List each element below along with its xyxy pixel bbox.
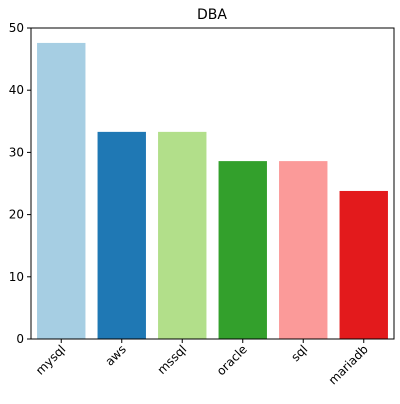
bar-aws [97, 131, 146, 339]
x-axis-ticks: mysql aws mssql oracle sql mariadb [33, 339, 371, 387]
bar-sql [279, 161, 328, 339]
x-tick-label: mssql [155, 342, 190, 377]
y-tick-label: 0 [16, 332, 24, 346]
x-tick-label: aws [102, 342, 128, 368]
chart-title: DBA [197, 7, 227, 23]
bars-group [37, 42, 388, 339]
y-axis-ticks: 0 10 20 30 40 50 [9, 21, 31, 346]
y-tick-label: 20 [9, 208, 24, 222]
bar-mysql [37, 42, 86, 339]
bar-oracle [218, 161, 267, 339]
y-tick-label: 50 [9, 21, 24, 35]
y-tick-label: 10 [9, 270, 24, 284]
x-tick-label: sql [288, 342, 310, 364]
y-tick-label: 30 [9, 145, 24, 159]
plot-frame [30, 27, 395, 340]
bar-mariadb [339, 190, 388, 339]
x-tick-label: oracle [214, 342, 250, 378]
y-tick-label: 40 [9, 83, 24, 97]
x-tick-label: mariadb [326, 342, 371, 387]
bar-mssql [158, 131, 207, 339]
x-tick-label: mysql [33, 342, 68, 377]
